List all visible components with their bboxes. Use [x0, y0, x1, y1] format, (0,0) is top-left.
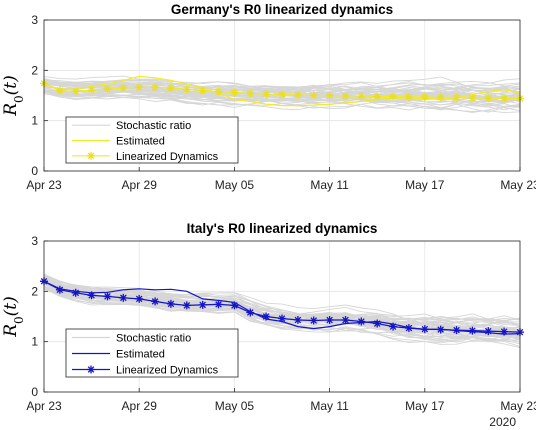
linearized-marker: [341, 92, 350, 100]
linearized-marker: [404, 93, 413, 101]
y-tick-label: 2: [31, 284, 38, 298]
linearized-marker: [55, 86, 64, 95]
linearized-marker: [230, 88, 239, 97]
linearized-marker: [166, 299, 175, 308]
linearized-marker: [135, 83, 144, 92]
x-tick-label: Apr 23: [26, 178, 62, 192]
legend-label: Linearized Dynamics: [116, 151, 219, 163]
linearized-marker: [293, 91, 302, 99]
legend: Stochastic ratio Estimated Linearized Dyna…: [65, 328, 239, 378]
year-label: 2020: [489, 415, 516, 429]
linearized-marker: [420, 93, 429, 101]
x-tick-label: Apr 29: [122, 178, 158, 192]
linearized-marker: [262, 90, 271, 98]
x-tick-label: Apr 23: [26, 399, 62, 413]
linearized-marker: [468, 94, 477, 102]
y-tick-label: 3: [31, 234, 38, 248]
italy-panel: Apr 23 Apr 29 May 05 May 11 May 17 May 23 0 1 2 3…: [1, 221, 536, 429]
chart-title: Germany's R0 linearized dynamics: [171, 2, 393, 17]
linearized-marker: [151, 297, 160, 306]
y-tick-label: 0: [31, 385, 38, 399]
linearized-marker: [198, 300, 207, 309]
x-tick-label: May 17: [405, 178, 445, 192]
linearized-marker: [278, 90, 286, 99]
x-tick-label: May 05: [215, 399, 255, 413]
linearized-marker: [404, 324, 413, 333]
linearized-marker: [55, 285, 64, 294]
linearized-marker: [436, 325, 445, 334]
linearized-marker: [135, 294, 144, 303]
legend-label: Estimated: [116, 136, 165, 148]
linearized-marker: [262, 312, 271, 321]
x-tick-label: May 17: [405, 399, 445, 413]
x-tick-label: May 23: [500, 178, 536, 192]
linearized-marker: [452, 326, 461, 335]
y-axis-label: R0(t): [1, 75, 26, 117]
y-tick-label: 3: [31, 13, 38, 27]
germany-panel: Apr 23 Apr 29 May 05 May 11 May 17 May 23 0 1 2 3…: [1, 2, 536, 192]
linearized-marker: [119, 84, 128, 92]
linearized-marker: [246, 89, 255, 98]
linearized-marker: [468, 326, 477, 335]
linearized-marker: [103, 292, 112, 301]
linearized-marker: [71, 87, 80, 96]
legend-label: Linearized Dynamics: [116, 365, 219, 377]
linearized-marker: [484, 94, 493, 102]
x-tick-label: May 11: [310, 178, 349, 192]
linearized-marker: [452, 93, 461, 102]
y-tick-label: 0: [31, 164, 38, 178]
linearized-marker: [420, 325, 429, 334]
linearized-marker: [373, 92, 382, 101]
linearized-marker: [87, 291, 96, 300]
legend-label: Stochastic ratio: [116, 333, 191, 345]
linearized-marker: [119, 293, 128, 302]
linearized-marker: [278, 314, 286, 323]
linearized-marker: [325, 91, 334, 100]
linearized-marker: [436, 93, 445, 102]
x-tick-label: May 05: [215, 178, 255, 192]
linearized-marker: [357, 317, 366, 326]
linearized-marker: [341, 316, 350, 324]
linearized-marker: [500, 94, 509, 103]
linearized-marker: [293, 316, 302, 324]
linearized-marker: [325, 316, 334, 324]
y-axis-label: R0(t): [1, 296, 26, 338]
x-tick-label: May 11: [310, 399, 349, 413]
linearized-marker: [309, 91, 318, 100]
linearized-marker: [230, 301, 239, 310]
linearized-marker: [246, 308, 255, 317]
linearized-marker: [87, 86, 96, 94]
chart-title: Italy's R0 linearized dynamics: [187, 221, 378, 236]
linearized-marker: [500, 327, 509, 336]
stochastic-trajectory: [43, 288, 521, 343]
linearized-marker: [389, 92, 398, 101]
linearized-marker: [389, 322, 398, 331]
linearized-marker: [373, 319, 382, 328]
y-tick-label: 1: [31, 335, 38, 349]
y-tick-label: 2: [31, 63, 38, 77]
x-tick-label: May 23: [500, 399, 536, 413]
linearized-marker: [71, 288, 80, 297]
legend-marker: [87, 365, 95, 374]
x-tick-label: Apr 29: [122, 399, 158, 413]
linearized-marker: [484, 327, 493, 336]
linearized-marker: [151, 83, 160, 92]
linearized-marker: [214, 300, 223, 309]
linearized-marker: [198, 86, 207, 95]
linearized-marker: [103, 85, 112, 93]
linearized-marker: [182, 85, 191, 94]
linearized-marker: [166, 84, 175, 92]
linearized-marker: [357, 92, 366, 100]
linearized-marker: [214, 87, 223, 96]
linearized-marker: [309, 316, 318, 325]
linearized-marker: [182, 301, 191, 310]
axes-box: [43, 240, 521, 393]
legend: Stochastic ratio Estimated Linearized Dyna…: [65, 116, 239, 164]
legend-label: Estimated: [116, 349, 165, 361]
legend-marker: [87, 151, 95, 160]
y-tick-label: 1: [31, 114, 38, 128]
axes-box: [43, 19, 521, 172]
legend-label: Stochastic ratio: [116, 120, 191, 132]
